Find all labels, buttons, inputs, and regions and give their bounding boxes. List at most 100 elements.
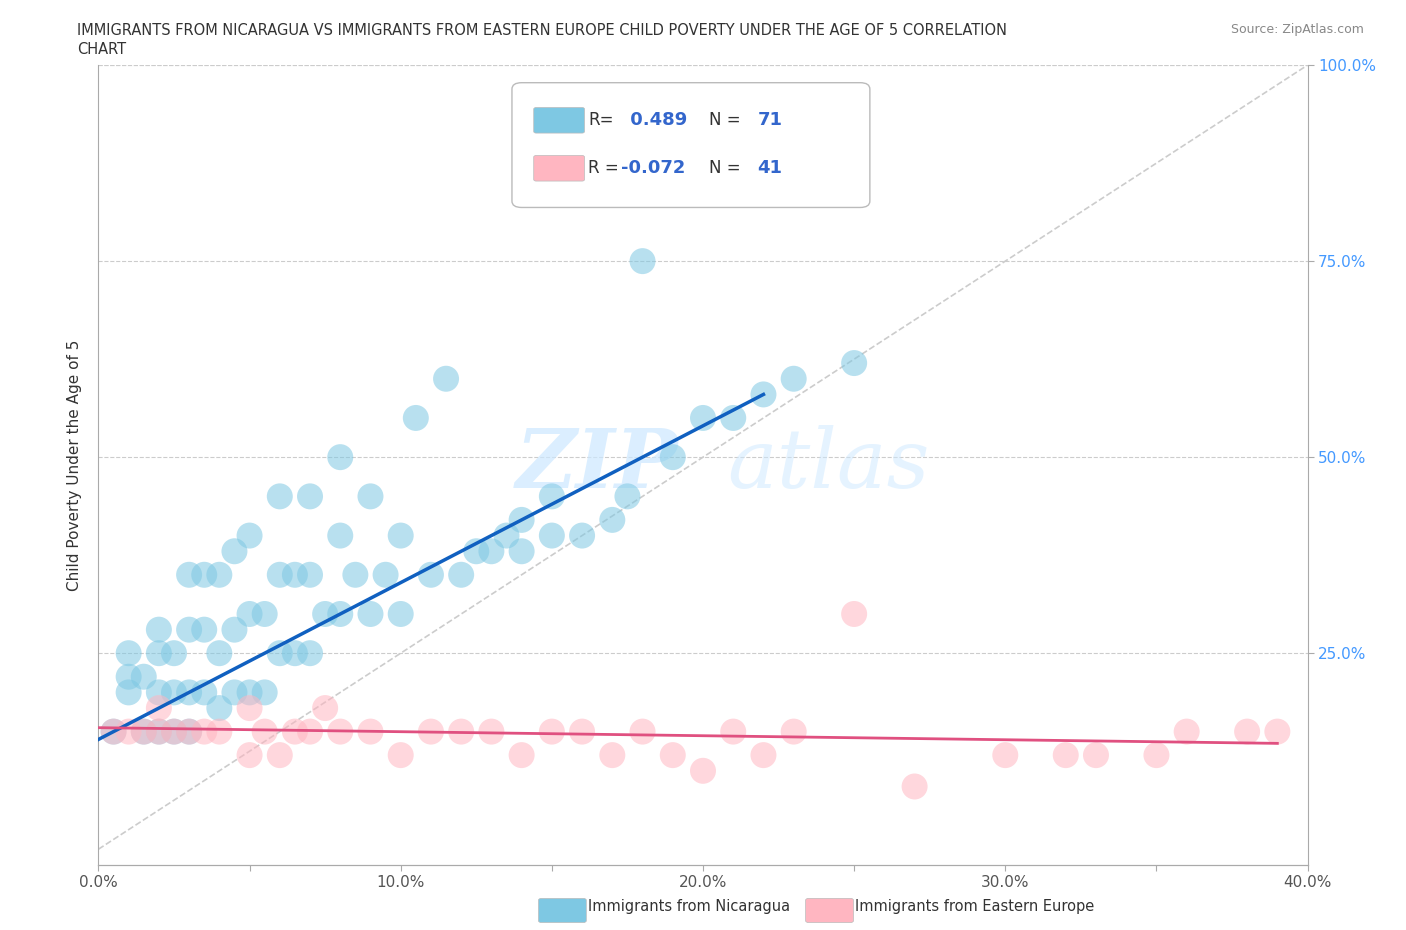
Point	[253, 724, 276, 739]
Text: ZIP: ZIP	[516, 425, 679, 505]
Point	[132, 670, 155, 684]
Point	[299, 489, 322, 504]
Point	[208, 724, 231, 739]
Point	[586, 175, 609, 190]
Point	[314, 700, 336, 715]
Point	[752, 748, 775, 763]
Point	[193, 685, 215, 700]
Point	[844, 355, 866, 370]
Point	[994, 748, 1017, 763]
Point	[465, 544, 488, 559]
Point	[1236, 724, 1258, 739]
Text: R=: R=	[588, 112, 613, 129]
Point	[208, 700, 231, 715]
Point	[179, 724, 201, 739]
Point	[193, 724, 215, 739]
Point	[360, 606, 382, 621]
Point	[844, 606, 866, 621]
Point	[148, 622, 170, 637]
Point	[239, 748, 262, 763]
Point	[752, 387, 775, 402]
Point	[420, 724, 443, 739]
Point	[284, 724, 307, 739]
Point	[661, 748, 683, 763]
FancyBboxPatch shape	[512, 83, 870, 207]
Point	[540, 489, 562, 504]
Point	[692, 410, 714, 425]
Text: 71: 71	[758, 112, 782, 129]
Point	[360, 489, 382, 504]
Point	[163, 645, 186, 660]
Point	[481, 544, 503, 559]
Point	[495, 528, 517, 543]
Point	[269, 489, 291, 504]
Point	[208, 567, 231, 582]
Point	[118, 724, 141, 739]
Text: N =: N =	[709, 159, 741, 178]
Point	[661, 450, 683, 465]
Point	[269, 748, 291, 763]
Point	[571, 724, 593, 739]
Point	[224, 685, 246, 700]
Point	[103, 724, 125, 739]
Point	[148, 685, 170, 700]
Point	[239, 528, 262, 543]
Point	[571, 528, 593, 543]
Text: 0.489: 0.489	[624, 112, 688, 129]
Point	[783, 724, 806, 739]
Text: IMMIGRANTS FROM NICARAGUA VS IMMIGRANTS FROM EASTERN EUROPE CHILD POVERTY UNDER : IMMIGRANTS FROM NICARAGUA VS IMMIGRANTS …	[77, 23, 1007, 38]
Point	[540, 724, 562, 739]
Point	[163, 724, 186, 739]
Point	[420, 567, 443, 582]
Text: Immigrants from Eastern Europe: Immigrants from Eastern Europe	[855, 899, 1094, 914]
Y-axis label: Child Poverty Under the Age of 5: Child Poverty Under the Age of 5	[67, 339, 83, 591]
Point	[329, 606, 352, 621]
Point	[148, 724, 170, 739]
Point	[179, 724, 201, 739]
FancyBboxPatch shape	[534, 108, 585, 133]
Point	[374, 567, 396, 582]
Point	[118, 685, 141, 700]
Point	[602, 748, 624, 763]
Point	[602, 512, 624, 527]
Point	[284, 645, 307, 660]
Point	[450, 567, 472, 582]
Point	[193, 622, 215, 637]
Point	[163, 724, 186, 739]
Text: -0.072: -0.072	[621, 159, 685, 178]
Point	[148, 724, 170, 739]
Point	[179, 622, 201, 637]
Point	[118, 670, 141, 684]
Point	[481, 724, 503, 739]
Point	[269, 567, 291, 582]
Point	[389, 606, 412, 621]
Text: CHART: CHART	[77, 42, 127, 57]
Point	[723, 724, 745, 739]
Point	[103, 724, 125, 739]
Point	[389, 528, 412, 543]
Point	[692, 764, 714, 778]
Point	[132, 724, 155, 739]
Point	[299, 567, 322, 582]
Point	[510, 544, 533, 559]
Point	[405, 410, 427, 425]
Point	[344, 567, 367, 582]
Point	[299, 645, 322, 660]
Point	[179, 685, 201, 700]
Point	[253, 685, 276, 700]
Point	[163, 685, 186, 700]
Point	[132, 724, 155, 739]
Point	[389, 748, 412, 763]
Point	[1144, 748, 1167, 763]
Point	[224, 622, 246, 637]
Text: R =: R =	[588, 159, 619, 178]
Point	[284, 567, 307, 582]
Point	[783, 371, 806, 386]
Point	[193, 567, 215, 582]
Point	[510, 748, 533, 763]
Point	[723, 410, 745, 425]
Point	[314, 606, 336, 621]
Point	[239, 606, 262, 621]
Point	[148, 700, 170, 715]
Point	[329, 724, 352, 739]
